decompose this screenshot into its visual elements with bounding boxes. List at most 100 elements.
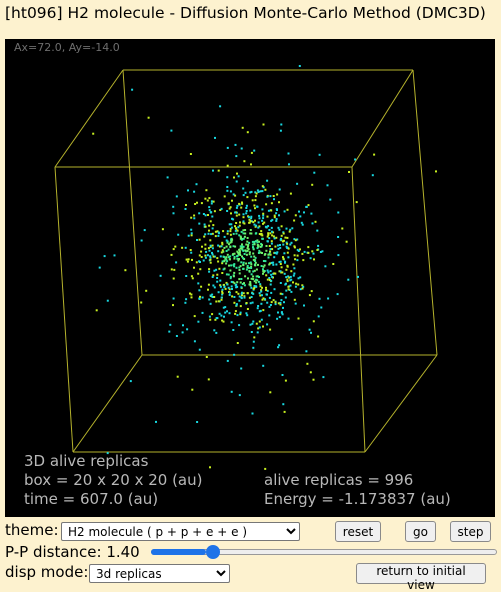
replica-point [295, 282, 298, 285]
replica-point [242, 229, 245, 232]
replica-point [211, 296, 214, 298]
replica-point [257, 244, 260, 247]
pp-distance-slider[interactable] [151, 545, 497, 559]
replica-point [271, 218, 274, 221]
replica-point [267, 209, 270, 212]
replica-scene [54, 65, 438, 470]
replica-point [278, 344, 281, 347]
replica-point [202, 259, 205, 262]
replica-point [166, 176, 169, 179]
replica-point [190, 296, 193, 299]
replica-point [222, 283, 225, 286]
replica-point [225, 281, 228, 284]
replica-point [308, 294, 311, 297]
info-left: 3D alive replicas box = 20 x 20 x 20 (au… [24, 452, 202, 509]
replica-point [172, 248, 175, 251]
replica-point [211, 276, 214, 278]
return-initial-view-button[interactable]: return to initial view [356, 563, 486, 592]
disp-mode-select[interactable]: 3d replicas [89, 564, 230, 583]
replica-point [252, 320, 255, 323]
slider-thumb[interactable] [206, 545, 221, 559]
replica-point [226, 176, 229, 179]
replica-point [256, 189, 259, 192]
replica-point [106, 452, 109, 455]
replica-point [263, 221, 266, 224]
replica-point [284, 261, 286, 264]
replica-point [225, 239, 228, 242]
replica-point [212, 274, 215, 277]
replica-point [268, 263, 271, 266]
replica-point [190, 234, 193, 237]
slider-fill [151, 549, 207, 555]
replica-point [215, 331, 218, 334]
replica-point [286, 236, 289, 239]
reset-button[interactable]: reset [335, 521, 381, 542]
replica-point [257, 191, 260, 193]
replica-point [291, 227, 294, 230]
replica-point [232, 329, 235, 331]
replica-point [221, 272, 224, 274]
replica-point [271, 234, 274, 237]
replica-point [258, 233, 261, 235]
replica-point [249, 229, 252, 231]
replica-point [204, 256, 207, 259]
replica-point [255, 232, 258, 235]
replica-point [271, 230, 273, 233]
replica-point [201, 245, 203, 248]
replica-point [246, 240, 249, 243]
replica-point [106, 299, 109, 302]
replica-point [242, 249, 245, 252]
simulation-canvas[interactable]: Ax=72.0, Ay=-14.0 3D alive replicas box … [5, 39, 495, 517]
replica-point [296, 182, 299, 185]
replica-point [285, 241, 288, 244]
replica-point [250, 220, 253, 223]
replica-point [253, 240, 256, 243]
replica-point [226, 310, 228, 313]
replica-point [242, 237, 245, 240]
replica-point [211, 232, 214, 235]
replica-point [177, 233, 180, 236]
go-button[interactable]: go [405, 521, 436, 542]
replica-point [296, 238, 299, 241]
replica-point [286, 247, 289, 249]
step-button[interactable]: step [450, 521, 491, 542]
replica-point [187, 234, 190, 237]
replica-point [341, 227, 344, 230]
replica-point [228, 293, 231, 296]
replica-point [241, 294, 243, 297]
replica-point [219, 285, 222, 288]
replica-point [175, 261, 178, 264]
replica-point [235, 266, 238, 269]
replica-point [276, 193, 279, 196]
replica-point [238, 295, 241, 298]
replica-point [296, 248, 299, 251]
replica-point [210, 200, 213, 203]
replica-point [225, 258, 228, 261]
replica-point [262, 269, 265, 272]
replica-point [234, 312, 237, 315]
replica-point [258, 249, 261, 252]
theme-select[interactable]: H2 molecule ( p + p + e + e ) [61, 522, 300, 541]
replica-point [262, 217, 265, 220]
replica-point [259, 251, 262, 254]
replica-point [207, 378, 210, 381]
replica-point [207, 283, 210, 286]
replica-point [230, 226, 233, 229]
replica-point [332, 263, 335, 265]
replica-point [249, 323, 252, 326]
box-edge [72, 354, 143, 453]
replica-point [218, 312, 221, 315]
replica-point [204, 214, 207, 217]
replica-point [247, 277, 249, 280]
replica-point [248, 283, 251, 286]
replica-point [284, 283, 287, 286]
replica-point [254, 199, 257, 202]
replica-point [271, 275, 274, 278]
replica-point [228, 264, 230, 267]
replica-point [174, 245, 177, 248]
replica-point [262, 265, 265, 268]
replica-point [309, 257, 312, 260]
replica-point [211, 215, 214, 218]
replica-point [269, 262, 272, 265]
replica-point [198, 348, 201, 351]
